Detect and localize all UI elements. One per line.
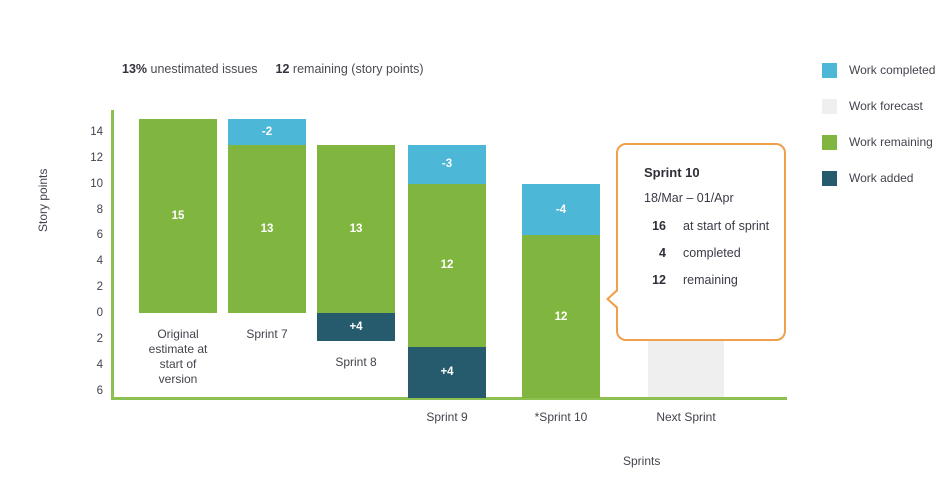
x-category-label: Original estimate at start of version [139,327,217,387]
x-category-label: Sprint 9 [408,410,486,425]
tooltip-pointer-fill [609,291,618,307]
x-category-label-line: estimate at [148,342,208,356]
x-category-label: Next Sprint [648,410,724,425]
bar-segment-label: 15 [171,210,185,223]
x-category-label-line: start of [159,357,197,371]
y-tick-label: 10 [90,177,103,190]
bar-segment-label: +4 [349,321,363,334]
legend-item[interactable]: Work remaining [822,124,947,160]
annotation-remaining-value: 12 [275,62,290,76]
legend-swatch-icon [822,62,837,78]
bar-segment[interactable]: 15 [139,119,217,313]
x-category-label: Sprint 7 [228,327,306,342]
annotation-remaining: 12 remaining (story points) [276,62,424,76]
tooltip-remaining-value: 12 [652,273,666,287]
x-category-label-line: version [158,372,198,386]
tooltip-completed-value: 4 [659,246,666,260]
bar-segment-label: 12 [440,259,454,272]
x-category-label-line: Sprint 9 [426,410,468,424]
legend-label: Work remaining [849,135,933,149]
bar-segment[interactable]: +4 [317,313,395,342]
bar-segment-label: 12 [554,310,568,323]
x-category-label-line: Next Sprint [656,410,716,424]
y-tick-label: 0 [96,307,103,319]
bar-segment[interactable]: +4 [408,346,486,399]
x-category-label: Sprint 8 [317,355,395,370]
tooltip-row-remaining: 12 remaining [644,273,784,287]
x-axis-line [111,397,787,400]
legend-label: Work completed [849,63,936,77]
annotation-unestimated-text: unestimated issues [150,62,258,76]
y-axis-label: Story points [36,168,50,232]
bar-segment[interactable]: -2 [228,119,306,145]
tooltip-start-value: 16 [652,219,666,233]
legend-label: Work forecast [849,99,923,113]
tooltip-title: Sprint 10 [644,165,700,180]
bar-segment-label: -3 [441,158,453,171]
tooltip-dates: 18/Mar – 01/Apr [644,191,734,205]
y-tick-label: 2 [96,281,103,294]
tooltip-start-label: at start of sprint [683,219,770,233]
tooltip-row-start: 16 at start of sprint [644,219,784,233]
annotation-unestimated: 13% unestimated issues [122,62,258,76]
bar-segment[interactable]: 12 [408,183,486,347]
y-tick-label: 14 [90,125,103,138]
legend-swatch-icon [822,170,837,186]
y-axis-ticks: 14 12 10 8 6 4 2 0 2 4 6 [73,110,103,400]
x-category-label: *Sprint 10 [522,410,600,425]
bar-segment[interactable]: 12 [522,235,600,399]
tooltip-completed-label: completed [683,246,741,260]
bar-segment-label: 13 [260,222,274,235]
tooltip-remaining-label: remaining [683,273,738,287]
x-category-label-line: Sprint 8 [335,355,377,369]
bar-segment-label: +4 [440,366,454,379]
legend-label: Work added [849,171,914,185]
y-tick-label: 4 [96,255,103,268]
tooltip-row-completed: 4 completed [644,246,784,260]
legend-item[interactable]: Work forecast [822,88,947,124]
plot-area: 15 -2 13 13 +4 -3 12 +4 -4 12 [111,110,787,400]
y-tick-label: 6 [96,229,103,242]
annotation-unestimated-value: 13% [122,62,148,76]
y-tick-label: 2 [96,332,103,345]
y-tick-label: 8 [96,203,103,216]
legend-swatch-icon [822,134,837,150]
bar-segment[interactable] [648,337,724,398]
sprint-tooltip[interactable]: Sprint 10 18/Mar – 01/Apr 16 at start of… [606,143,786,341]
x-category-label-line: Original [157,327,199,341]
chart-legend: Work completed Work forecast Work remainin… [822,52,947,196]
chart-annotations: 13% unestimated issues 12 remaining (stor… [122,62,442,76]
bar-segment-label: 13 [349,222,363,235]
legend-item[interactable]: Work added [822,160,947,196]
x-axis-label: Sprints [623,454,661,468]
bar-segment-label: -4 [555,203,567,216]
x-category-label-line: Sprint 7 [246,327,288,341]
bar-segment-label: -2 [261,125,273,138]
annotation-remaining-text: remaining (story points) [292,62,424,76]
bar-segment[interactable]: -4 [522,183,600,236]
bar-segment[interactable]: 13 [228,144,306,313]
x-category-label-line: *Sprint 10 [534,410,588,424]
bar-segment[interactable]: -3 [408,144,486,184]
y-axis-line [111,110,114,399]
y-tick-label: 6 [96,384,103,397]
legend-swatch-icon [822,98,837,114]
y-tick-label: 4 [96,358,103,371]
legend-item[interactable]: Work completed [822,52,947,88]
bar-segment[interactable]: 13 [317,144,395,313]
y-tick-label: 12 [90,151,103,164]
